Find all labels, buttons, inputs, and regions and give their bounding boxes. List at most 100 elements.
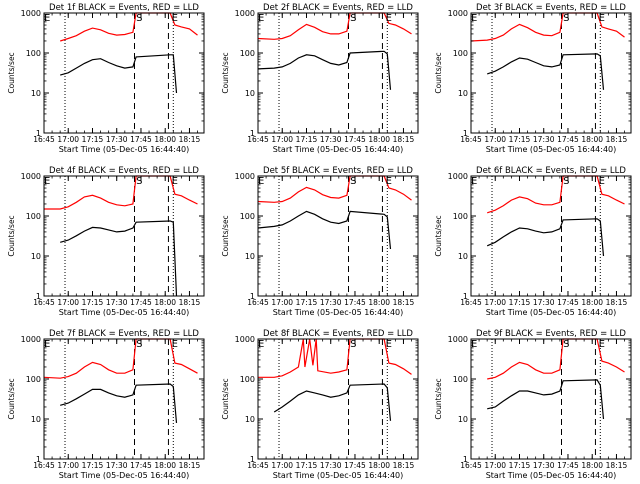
chart-title: Det 3f BLACK = Events, RED = LLD [476, 3, 626, 13]
x-tick-label: 18:15 [606, 461, 628, 470]
y-tick-label: 1000 [21, 9, 41, 18]
y-tick-label: 1 [250, 292, 255, 301]
x-tick-label: 17:15 [296, 135, 318, 144]
marker-label: E [471, 339, 477, 350]
y-tick-label: 100 [26, 375, 41, 384]
x-tick-label: 17:45 [130, 135, 152, 144]
y-tick-label: 10 [245, 252, 255, 261]
x-tick-label: 18:15 [606, 135, 628, 144]
x-tick-label: 17:30 [533, 135, 555, 144]
y-axis-label: Counts/sec [7, 215, 16, 256]
plot-frame [470, 338, 632, 460]
x-axis-label: Start Time (05-Dec-05 16:44:40) [273, 308, 404, 317]
x-tick-label: 16:45 [247, 135, 269, 144]
series-line-lld [487, 338, 625, 380]
x-tick-label: 16:45 [247, 461, 269, 470]
marker-label: E [258, 339, 264, 350]
y-tick-label: 1 [250, 129, 255, 138]
chart-panel-4: Det 4f BLACK = Events, RED = LLD 1 10 100 10… [7, 166, 205, 317]
y-axis-label: Counts/sec [221, 378, 230, 419]
x-tick-label: 16:45 [460, 461, 482, 470]
plot-frame [257, 338, 419, 460]
marker-label: E [172, 176, 178, 187]
series-line-events [257, 210, 392, 250]
y-tick-label: 1000 [21, 172, 41, 181]
chart-panel-5: Det 5f BLACK = Events, RED = LLD 1 10 100 10… [221, 166, 419, 317]
y-tick-label: 1 [36, 292, 41, 301]
chart-panel-2: Det 2f BLACK = Events, RED = LLD 1 10 100 10… [221, 3, 419, 154]
x-tick-label: 17:30 [320, 135, 342, 144]
x-tick-label: 17:00 [484, 135, 506, 144]
series-line-events [257, 50, 392, 90]
y-axis-label: Counts/sec [434, 52, 443, 93]
chart-panel-6: Det 6f BLACK = Events, RED = LLD 1 10 100 10… [434, 166, 632, 317]
chart-title: Det 9f BLACK = Events, RED = LLD [476, 329, 626, 339]
x-tick-label: 16:45 [33, 298, 55, 307]
x-tick-label: 18:00 [154, 298, 176, 307]
x-axis-label: Start Time (05-Dec-05 16:44:40) [59, 471, 190, 480]
x-tick-label: 18:15 [179, 135, 201, 144]
x-tick-label: 18:00 [581, 135, 603, 144]
x-axis-label: Start Time (05-Dec-05 16:44:40) [59, 145, 190, 154]
marker-label: S [350, 13, 356, 24]
y-axis-label: Counts/sec [7, 378, 16, 419]
series-line-lld [487, 175, 625, 214]
x-tick-label: 17:30 [533, 298, 555, 307]
x-tick-label: 17:45 [344, 135, 366, 144]
y-axis-label: Counts/sec [434, 215, 443, 256]
chart-panel-1: Det 1f BLACK = Events, RED = LLD 1 10 100 10… [7, 3, 205, 154]
x-tick-label: 17:15 [296, 298, 318, 307]
y-axis-label: Counts/sec [221, 52, 230, 93]
x-tick-label: 18:00 [581, 461, 603, 470]
y-tick-label: 100 [26, 49, 41, 58]
x-tick-label: 18:00 [154, 135, 176, 144]
series-line-lld [44, 175, 198, 210]
y-tick-label: 1000 [448, 172, 468, 181]
x-tick-label: 17:15 [296, 461, 318, 470]
y-tick-label: 100 [453, 212, 468, 221]
chart-title: Det 5f BLACK = Events, RED = LLD [263, 166, 413, 176]
y-tick-label: 1 [36, 129, 41, 138]
x-tick-label: 17:45 [344, 298, 366, 307]
y-tick-label: 1000 [235, 172, 255, 181]
marker-label: E [599, 339, 605, 350]
x-tick-label: 18:00 [368, 298, 390, 307]
x-tick-label: 17:15 [82, 461, 104, 470]
y-tick-label: 100 [453, 49, 468, 58]
x-tick-label: 17:00 [271, 461, 293, 470]
marker-label: E [386, 176, 392, 187]
y-tick-label: 100 [240, 49, 255, 58]
plot-frame [43, 338, 205, 460]
y-tick-label: 10 [31, 415, 41, 424]
x-tick-label: 16:45 [460, 135, 482, 144]
y-tick-label: 1000 [448, 335, 468, 344]
chart-panel-7: Det 7f BLACK = Events, RED = LLD 1 10 100 10… [7, 329, 205, 480]
plot-frame [43, 12, 205, 134]
chart-title: Det 6f BLACK = Events, RED = LLD [476, 166, 626, 176]
y-tick-label: 1 [36, 455, 41, 464]
y-tick-label: 10 [31, 252, 41, 261]
chart-panel-9: Det 9f BLACK = Events, RED = LLD 1 10 100 10… [434, 329, 632, 480]
chart-title: Det 2f BLACK = Events, RED = LLD [263, 3, 413, 13]
marker-label: E [471, 13, 477, 24]
chart-panel-8: Det 8f BLACK = Events, RED = LLD 1 10 100 10… [221, 329, 419, 480]
chart-title: Det 7f BLACK = Events, RED = LLD [49, 329, 199, 339]
x-tick-label: 17:30 [106, 461, 128, 470]
marker-label: S [563, 13, 569, 24]
marker-label: S [350, 339, 356, 350]
x-tick-label: 18:15 [393, 461, 415, 470]
y-tick-label: 10 [245, 89, 255, 98]
y-tick-label: 100 [26, 212, 41, 221]
y-tick-label: 1000 [448, 9, 468, 18]
y-tick-label: 1 [463, 292, 468, 301]
y-tick-label: 100 [453, 375, 468, 384]
y-tick-label: 10 [458, 415, 468, 424]
x-tick-label: 18:15 [393, 298, 415, 307]
x-tick-label: 17:15 [82, 135, 104, 144]
x-tick-label: 17:30 [320, 461, 342, 470]
y-tick-label: 10 [245, 415, 255, 424]
x-tick-label: 17:00 [57, 298, 79, 307]
x-tick-label: 17:30 [320, 298, 342, 307]
